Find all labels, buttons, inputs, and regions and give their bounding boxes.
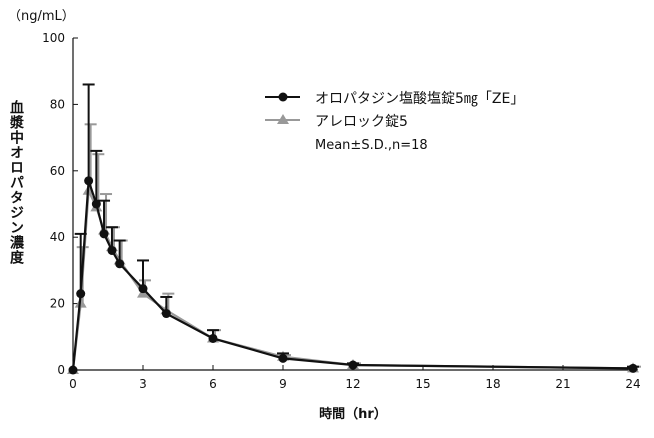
y-tick-label: 60 (50, 164, 65, 178)
y-tick-label: 40 (50, 230, 65, 244)
y-unit-label: （ng/mL） (8, 9, 75, 24)
series-line (71, 190, 634, 371)
data-point (76, 289, 86, 299)
y-tick-label: 80 (50, 97, 65, 111)
x-tick-label: 12 (345, 377, 360, 391)
y-tick-label: 20 (50, 297, 65, 311)
x-tick-label: 21 (555, 377, 570, 391)
data-point (107, 245, 117, 255)
data-point (628, 363, 638, 373)
legend-circle-marker (278, 92, 288, 102)
series-allelock (67, 123, 641, 374)
legend-label-ze: オロパタジン塩酸塩錠5㎎「ZE」 (315, 91, 524, 107)
legend-triangle-marker (277, 114, 289, 124)
data-point (91, 199, 101, 209)
legend-label-allelock: アレロック錠5 (315, 114, 408, 130)
data-point (278, 353, 288, 363)
data-point (161, 309, 171, 319)
series-ze (68, 83, 639, 375)
x-tick-label: 15 (415, 377, 430, 391)
y-axis-label: 血漿中オロパタジン濃度 (8, 99, 25, 265)
data-point (348, 360, 358, 370)
x-tick-label: 0 (69, 377, 77, 391)
x-tick-label: 24 (625, 377, 640, 391)
data-point (115, 259, 125, 269)
x-tick-label: 9 (279, 377, 287, 391)
data-point (138, 284, 148, 294)
legend-note: Mean±S.D.,n=18 (315, 138, 428, 153)
x-tick-label: 18 (485, 377, 500, 391)
data-point (84, 176, 94, 186)
x-tick-label: 6 (209, 377, 217, 391)
y-tick-label: 100 (42, 31, 65, 45)
legend: オロパタジン塩酸塩錠5㎎「ZE」 アレロック錠5 Mean±S.D.,n=18 (265, 91, 524, 153)
x-tick-label: 3 (139, 377, 147, 391)
data-point (68, 365, 78, 375)
y-tick-label: 0 (57, 363, 65, 377)
data-point (208, 333, 218, 343)
series-line (71, 180, 634, 371)
x-axis-label: 時間（hr） (319, 406, 387, 422)
data-point (99, 229, 109, 239)
